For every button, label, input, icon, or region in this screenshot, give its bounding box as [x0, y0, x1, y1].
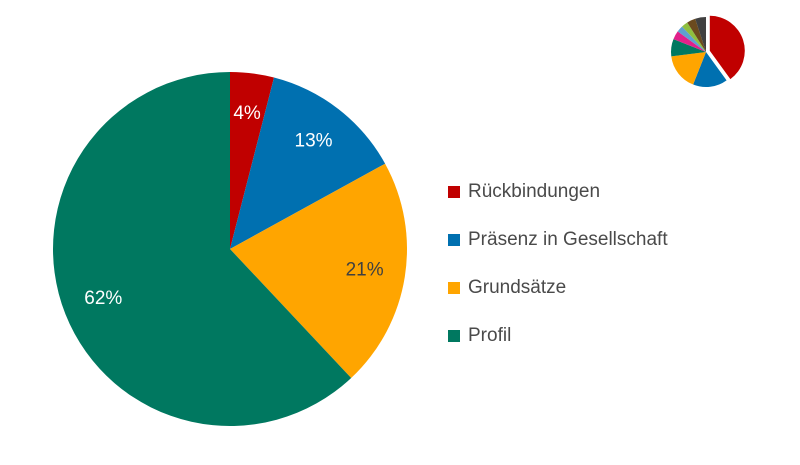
- pie-chart-thumbnail-icon: [671, 15, 745, 88]
- thumbnail-slice: [673, 31, 706, 52]
- legend-label-rueckbindungen: Rückbindungen: [468, 181, 601, 202]
- legend-swatch-praesenz: [448, 234, 460, 246]
- thumbnail-slice: [687, 18, 706, 53]
- legend-swatch-profil: [448, 330, 460, 342]
- legend-item-rueckbindungen: Rückbindungen: [448, 168, 668, 216]
- slice-label-praesenz-in-gesellschaft: 13%: [295, 130, 333, 151]
- thumbnail-slice: [709, 15, 745, 80]
- slice-label-rueckbindungen: 4%: [233, 103, 261, 124]
- pie-slice-rueckbindungen: [230, 72, 275, 249]
- thumbnail-slice: [677, 26, 706, 52]
- legend: Rückbindungen Präsenz in Gesellschaft Gr…: [448, 168, 668, 360]
- pie-slice-labels: 4% 13% 21% 62%: [84, 103, 383, 309]
- pie-slices: [52, 72, 407, 426]
- thumbnail-slice: [695, 17, 706, 52]
- legend-item-praesenz: Präsenz in Gesellschaft: [448, 216, 668, 264]
- pie-slice-grundsaetze: [230, 163, 407, 379]
- pie-slice-profil: [52, 72, 352, 426]
- slice-label-profil: 62%: [84, 288, 122, 309]
- legend-label-profil: Profil: [468, 325, 512, 346]
- legend-label-praesenz: Präsenz in Gesellschaft: [468, 229, 668, 250]
- legend-swatch-grundsaetze: [448, 282, 460, 294]
- legend-label-grundsaetze: Grundsätze: [468, 277, 567, 298]
- slice-label-grundsaetze: 21%: [346, 259, 384, 280]
- thumbnail-slice: [671, 52, 706, 85]
- legend-item-grundsaetze: Grundsätze: [448, 264, 668, 312]
- thumbnail-slice: [671, 39, 706, 57]
- legend-swatch-rueckbindungen: [448, 186, 460, 198]
- legend-item-profil: Profil: [448, 312, 668, 360]
- thumbnail-slice: [682, 22, 706, 52]
- thumbnail-slice: [693, 52, 727, 88]
- pie-slice-praesenz-in-gesellschaft: [230, 77, 386, 249]
